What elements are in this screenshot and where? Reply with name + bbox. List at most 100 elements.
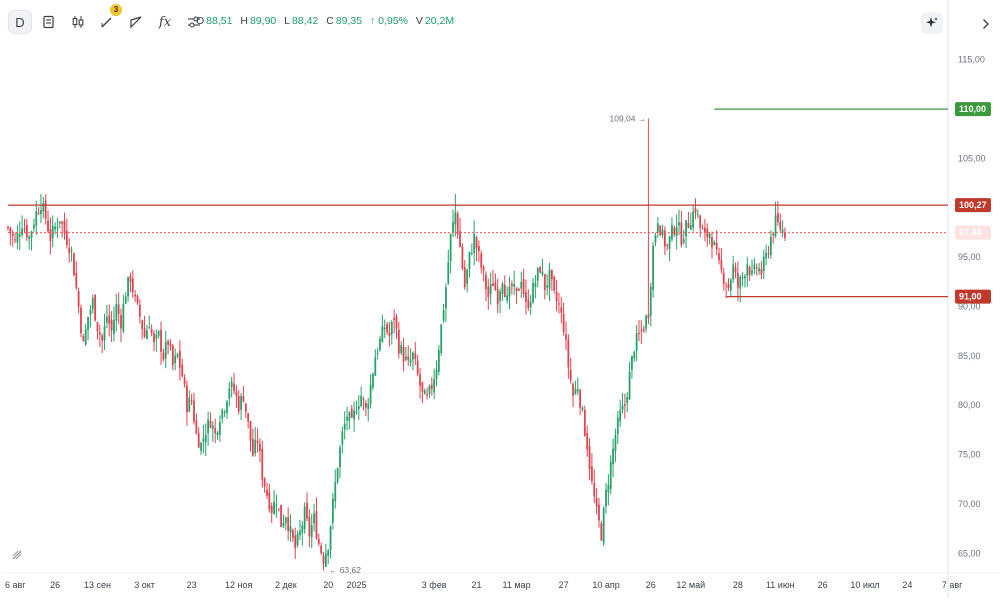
candle-body	[193, 400, 195, 422]
candle-body	[404, 356, 407, 360]
candle-body	[781, 229, 784, 233]
candle-body	[268, 492, 271, 510]
chart-type-button[interactable]	[66, 10, 90, 34]
candle-body	[11, 234, 14, 236]
candle-body	[96, 322, 99, 332]
high-value: 89,90	[249, 15, 277, 27]
candle-body	[473, 233, 476, 254]
collapse-panel-button[interactable]	[982, 18, 990, 33]
candle-body	[148, 327, 151, 329]
ruler-icon	[130, 16, 142, 29]
candle-body	[487, 286, 490, 297]
candle-body	[581, 407, 584, 410]
pencil-icon	[101, 17, 112, 28]
candle-body	[659, 225, 662, 236]
candle-body	[454, 212, 457, 225]
candle-body	[645, 315, 647, 329]
candle-body	[520, 282, 523, 289]
candle-body	[675, 227, 678, 237]
candle-body	[649, 286, 652, 316]
candle-body	[605, 489, 607, 507]
candle-body	[586, 433, 589, 450]
open-label: O	[196, 15, 205, 27]
chevron-right-icon	[983, 19, 989, 29]
candle-body	[129, 275, 132, 282]
candle-body	[541, 271, 544, 275]
time-axis[interactable]: 6 авг 26 13 сен 3 окт 23 12 ноя 2 дек 20 2025 3 ф…	[5, 580, 963, 590]
candle-body	[694, 208, 697, 213]
candle-body	[720, 260, 723, 270]
candle-body	[346, 416, 348, 421]
drawing-tool-toggle[interactable]	[10, 548, 24, 565]
candle-body	[289, 526, 292, 533]
candle-body	[638, 332, 640, 334]
candle-body	[727, 283, 730, 289]
candle-body	[419, 374, 421, 386]
candle-body	[423, 390, 426, 395]
candle-body	[94, 295, 97, 321]
candle-body	[136, 295, 139, 303]
candle-body	[235, 391, 238, 396]
candle-body	[744, 276, 746, 279]
price-tag-current: 97,48	[955, 225, 991, 240]
candle-body	[169, 343, 172, 347]
price-tag-background	[955, 225, 991, 240]
candle-body	[430, 384, 433, 389]
drawings-button[interactable]: 3	[95, 4, 122, 34]
candle-body	[49, 229, 52, 242]
settings-button[interactable]	[182, 10, 206, 34]
candle-body	[562, 313, 565, 332]
candle-body	[496, 289, 499, 305]
candle-body	[741, 277, 744, 279]
candle-body	[54, 226, 56, 230]
candle-body	[105, 317, 108, 323]
candle-body	[569, 370, 572, 381]
candle-body	[157, 331, 160, 336]
candle-body	[237, 396, 240, 412]
candle-body	[372, 373, 374, 388]
candle-body	[68, 247, 71, 254]
candle-body	[82, 335, 85, 342]
candle-body	[779, 221, 782, 230]
candle-body	[153, 333, 155, 343]
candle-body	[332, 498, 334, 523]
candle-body	[548, 269, 551, 289]
ruler-button[interactable]	[124, 10, 148, 34]
price-tag-support: 91,00	[955, 289, 991, 304]
candle-body	[461, 246, 464, 269]
price-axis[interactable]: 115,00110,00105,00100,0095,0090,0085,008…	[955, 55, 991, 559]
candle-body	[108, 315, 111, 324]
candle-body	[706, 228, 709, 238]
candle-body	[579, 390, 582, 408]
candle-body	[704, 227, 706, 233]
candle-body	[348, 412, 351, 421]
ai-assist-button[interactable]	[921, 12, 943, 34]
timeframe-button[interactable]: D	[8, 10, 32, 34]
price-tick-label: 95,00	[958, 252, 981, 262]
time-tick-label: 21	[472, 580, 482, 590]
price-tag-background	[955, 198, 991, 213]
candle-body	[162, 352, 165, 360]
candle-body	[146, 330, 148, 339]
close-label: C	[326, 15, 334, 27]
candle-body	[75, 272, 78, 288]
sparkle-icon	[926, 17, 938, 28]
candle-body	[341, 431, 344, 445]
candle-body	[407, 356, 410, 361]
price-tag-background	[955, 289, 991, 304]
time-tick-label: 3 окт	[134, 580, 155, 590]
formula-button[interactable]: fx	[153, 10, 177, 34]
candle-body	[35, 211, 38, 226]
candle-body	[110, 319, 113, 331]
price-levels	[8, 108, 948, 298]
candle-body	[329, 526, 332, 551]
candle-body	[18, 234, 21, 237]
indicators-button[interactable]	[37, 10, 61, 34]
candle-body	[386, 324, 388, 333]
candle-body	[204, 435, 207, 443]
candle-body	[160, 329, 162, 352]
candle-body	[621, 405, 624, 411]
candle-body	[477, 245, 480, 252]
